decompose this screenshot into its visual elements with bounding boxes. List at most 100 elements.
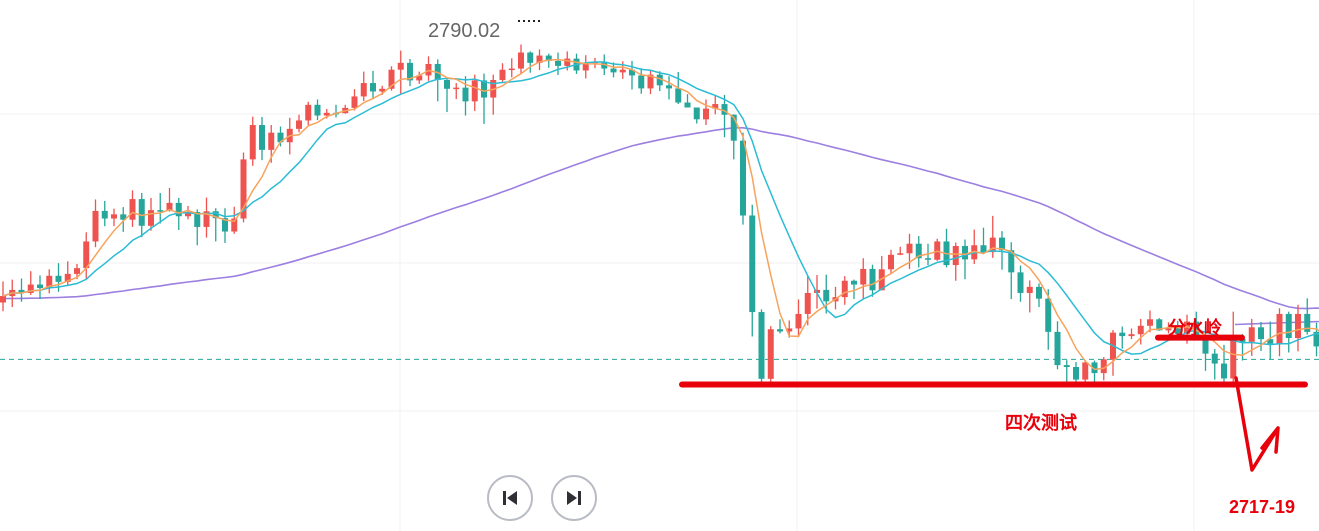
candle-body bbox=[814, 289, 820, 293]
candle-body bbox=[185, 212, 191, 217]
previous-button[interactable] bbox=[487, 475, 533, 521]
candle-body bbox=[1026, 286, 1033, 293]
candle-body bbox=[1147, 319, 1153, 326]
candle-body bbox=[878, 269, 885, 291]
candle bbox=[684, 94, 691, 108]
candle bbox=[1313, 322, 1319, 357]
candle-body bbox=[1137, 325, 1144, 335]
candle-body bbox=[915, 243, 922, 259]
candle-body bbox=[1100, 359, 1107, 374]
candle-body bbox=[111, 214, 117, 219]
high-price-label: 2790.02 bbox=[428, 20, 500, 42]
candle bbox=[0, 281, 6, 312]
candle-body bbox=[1211, 353, 1218, 364]
candle-body bbox=[212, 211, 219, 219]
candle bbox=[518, 44, 524, 74]
next-button[interactable] bbox=[551, 475, 597, 521]
candle-body bbox=[656, 74, 663, 86]
candle-body bbox=[767, 329, 774, 379]
candle-body bbox=[536, 55, 543, 63]
candle-body bbox=[962, 246, 968, 260]
candle-body bbox=[351, 96, 358, 108]
candle bbox=[666, 76, 672, 100]
candle-body bbox=[1082, 362, 1089, 380]
candle-body bbox=[555, 60, 561, 66]
candle-body bbox=[703, 108, 709, 120]
candle-body bbox=[1091, 362, 1098, 374]
ma-long-line bbox=[2, 127, 1319, 326]
candle-body bbox=[0, 296, 6, 303]
candle-body bbox=[481, 80, 487, 98]
candle-body bbox=[508, 68, 515, 71]
candle-body bbox=[1202, 337, 1209, 354]
skip-next-icon bbox=[567, 491, 581, 505]
candle-body bbox=[101, 210, 108, 219]
candle-body bbox=[166, 202, 173, 211]
candle-body bbox=[1258, 327, 1264, 340]
candle bbox=[999, 231, 1005, 270]
candle-body bbox=[37, 284, 43, 288]
candle bbox=[1147, 310, 1153, 333]
candle bbox=[592, 57, 598, 69]
candle-body bbox=[1184, 321, 1190, 334]
candle bbox=[111, 208, 117, 227]
candle-body bbox=[712, 104, 719, 109]
candle-body bbox=[370, 83, 376, 92]
candle bbox=[758, 309, 765, 383]
candle-body bbox=[888, 254, 894, 270]
candle bbox=[721, 94, 728, 138]
candle-body bbox=[786, 328, 793, 332]
candle-body bbox=[740, 140, 746, 216]
candle-body bbox=[1119, 332, 1126, 337]
candle-body bbox=[906, 243, 913, 254]
candle bbox=[222, 208, 228, 243]
candle bbox=[175, 197, 182, 230]
candle bbox=[1063, 360, 1070, 382]
candle-body bbox=[684, 102, 691, 108]
candle bbox=[740, 132, 746, 225]
candle-body bbox=[619, 69, 626, 73]
candle bbox=[656, 71, 663, 92]
candle-body bbox=[610, 68, 617, 73]
candle-body bbox=[397, 62, 404, 70]
candle bbox=[490, 74, 497, 115]
candle bbox=[860, 258, 867, 300]
candle-body bbox=[46, 275, 53, 288]
candle bbox=[1128, 328, 1135, 340]
candle-body bbox=[129, 199, 136, 220]
candle-body bbox=[120, 214, 127, 220]
candle-body bbox=[453, 87, 460, 90]
candle-body bbox=[823, 289, 830, 302]
candle-body bbox=[730, 114, 737, 141]
candle bbox=[166, 188, 173, 212]
candle bbox=[1026, 280, 1033, 313]
candle bbox=[536, 49, 543, 71]
candle bbox=[841, 276, 848, 305]
candle bbox=[471, 74, 478, 111]
candle-body bbox=[231, 218, 238, 232]
candle-body bbox=[138, 199, 145, 226]
candle-body bbox=[869, 268, 876, 291]
candle bbox=[1017, 265, 1024, 302]
candle-body bbox=[1128, 334, 1135, 337]
candle bbox=[934, 238, 941, 261]
candle-body bbox=[1267, 339, 1274, 344]
candle bbox=[527, 51, 534, 73]
candle-body bbox=[980, 245, 987, 253]
candle bbox=[1036, 283, 1042, 308]
candle-body bbox=[545, 55, 552, 61]
candle bbox=[83, 232, 90, 279]
candle-body bbox=[777, 329, 783, 332]
candle bbox=[1258, 321, 1264, 351]
candle-body bbox=[675, 88, 682, 103]
candle bbox=[610, 62, 617, 78]
candle bbox=[1211, 349, 1218, 380]
candle-body bbox=[749, 215, 756, 313]
candle bbox=[962, 239, 968, 280]
candle bbox=[730, 114, 737, 160]
candle-body bbox=[407, 62, 413, 81]
candle-body bbox=[1313, 331, 1319, 347]
candle-body bbox=[379, 88, 386, 92]
